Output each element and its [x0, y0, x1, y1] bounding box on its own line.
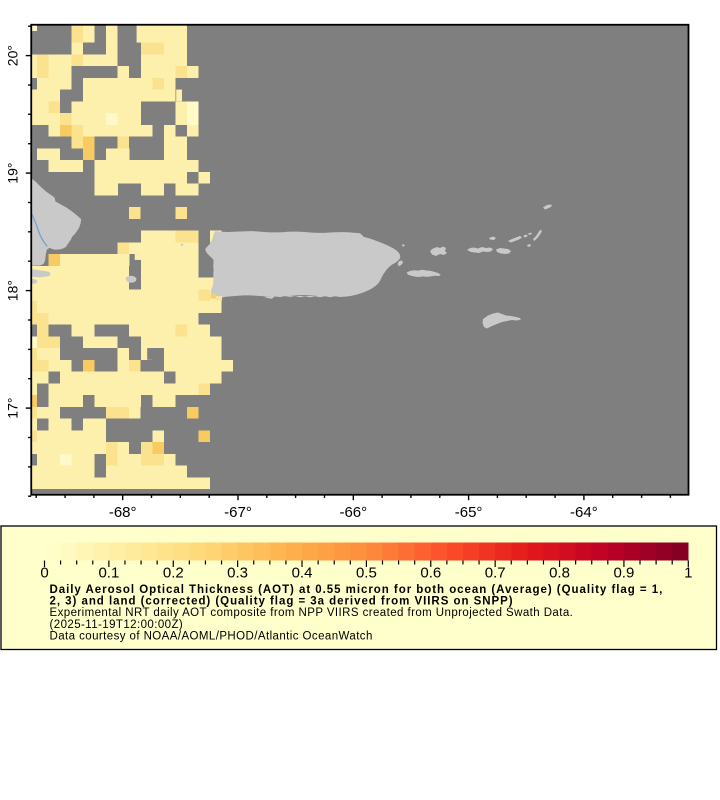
svg-text:Experimental NRT daily AOT com: Experimental NRT daily AOT composite fro… — [50, 607, 574, 619]
svg-text:Daily Aerosol Optical Thicknes: Daily Aerosol Optical Thickness (AOT) at… — [50, 584, 664, 596]
svg-text:18°: 18° — [5, 280, 21, 301]
svg-text:2, 3) and land (corrected) (Qu: 2, 3) and land (corrected) (Quality flag… — [50, 596, 514, 608]
svg-text:0.4: 0.4 — [292, 565, 313, 582]
svg-text:Data courtesy of NOAA/AOML/PHO: Data courtesy of NOAA/AOML/PHOD/Atlantic… — [50, 630, 373, 642]
svg-text:0.2: 0.2 — [163, 565, 184, 582]
svg-text:0.5: 0.5 — [356, 565, 377, 582]
svg-text:-68°: -68° — [109, 504, 137, 521]
svg-text:-64°: -64° — [570, 504, 598, 521]
svg-text:0.8: 0.8 — [549, 565, 570, 582]
svg-text:17°: 17° — [5, 398, 21, 419]
svg-text:-66°: -66° — [339, 504, 367, 521]
svg-text:0.1: 0.1 — [98, 565, 119, 582]
svg-text:20°: 20° — [5, 45, 21, 66]
svg-text:0.3: 0.3 — [227, 565, 248, 582]
svg-text:0: 0 — [40, 565, 48, 582]
svg-text:-67°: -67° — [224, 504, 252, 521]
svg-text:-65°: -65° — [455, 504, 483, 521]
svg-text:0.9: 0.9 — [613, 565, 634, 582]
svg-text:1: 1 — [684, 565, 692, 582]
svg-text:0.6: 0.6 — [420, 565, 441, 582]
svg-text:0.7: 0.7 — [485, 565, 506, 582]
svg-text:19°: 19° — [5, 163, 21, 184]
svg-text:(2025-11-19T12:00:00Z): (2025-11-19T12:00:00Z) — [50, 619, 184, 631]
